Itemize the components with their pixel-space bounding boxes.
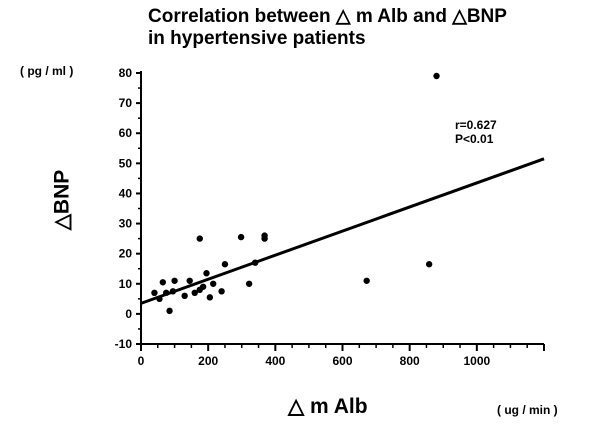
y-tick-label: 30	[119, 217, 133, 231]
y-tick-label: 50	[119, 156, 133, 170]
data-point	[159, 279, 167, 286]
y-tick-label: 40	[119, 186, 133, 200]
data-point	[433, 72, 440, 80]
data-point	[245, 280, 253, 287]
data-point	[196, 235, 203, 242]
y-tick-label: 70	[119, 96, 133, 110]
data-point	[151, 289, 158, 297]
regression-line	[140, 157, 545, 305]
x-axis-label: △ m Alb	[288, 395, 368, 418]
data-point	[156, 295, 163, 303]
y-axis-label: △BNP	[50, 169, 74, 231]
data-point	[186, 277, 193, 284]
y-tick-label: 60	[119, 126, 133, 140]
data-point	[221, 261, 229, 268]
stats-annotation: r=0.627 P<0.01	[455, 118, 497, 146]
y-tick-label: -10	[115, 337, 133, 351]
data-point	[191, 289, 198, 297]
data-point	[203, 270, 210, 277]
data-point	[169, 288, 177, 295]
data-point	[162, 289, 170, 297]
x-tick-label: 400	[265, 354, 285, 368]
correlation-coefficient: r=0.627	[455, 118, 497, 132]
data-point	[171, 277, 178, 284]
data-point	[363, 277, 370, 284]
data-point	[237, 233, 245, 241]
y-tick-label: 0	[125, 307, 132, 321]
data-point	[181, 292, 188, 300]
data-point	[425, 261, 433, 268]
data-point	[166, 307, 173, 315]
x-axis-unit: ( ug / min )	[497, 403, 558, 417]
chart-title: Correlation between △ m Alb and △BNP in …	[148, 6, 507, 50]
x-tick-label: 0	[138, 354, 145, 368]
data-point	[261, 235, 268, 242]
y-axis-unit: ( pg / ml )	[20, 64, 74, 78]
x-tick-label: 200	[198, 354, 218, 368]
x-tick-label: 1000	[463, 354, 490, 368]
y-tick-label: 10	[119, 277, 133, 291]
y-tick-label: 20	[119, 247, 133, 261]
p-value: P<0.01	[455, 132, 494, 146]
data-point	[206, 294, 214, 301]
data-point	[210, 280, 217, 287]
x-tick-label: 800	[400, 354, 420, 368]
x-tick-label: 600	[332, 354, 352, 368]
data-point	[218, 288, 225, 295]
data-point	[196, 286, 203, 293]
y-tick-label: 80	[119, 66, 133, 80]
data-point	[251, 259, 259, 266]
chart-title-line1: Correlation between △ m Alb and △BNP	[148, 6, 507, 27]
chart-title-line2: in hypertensive patients	[148, 28, 366, 49]
